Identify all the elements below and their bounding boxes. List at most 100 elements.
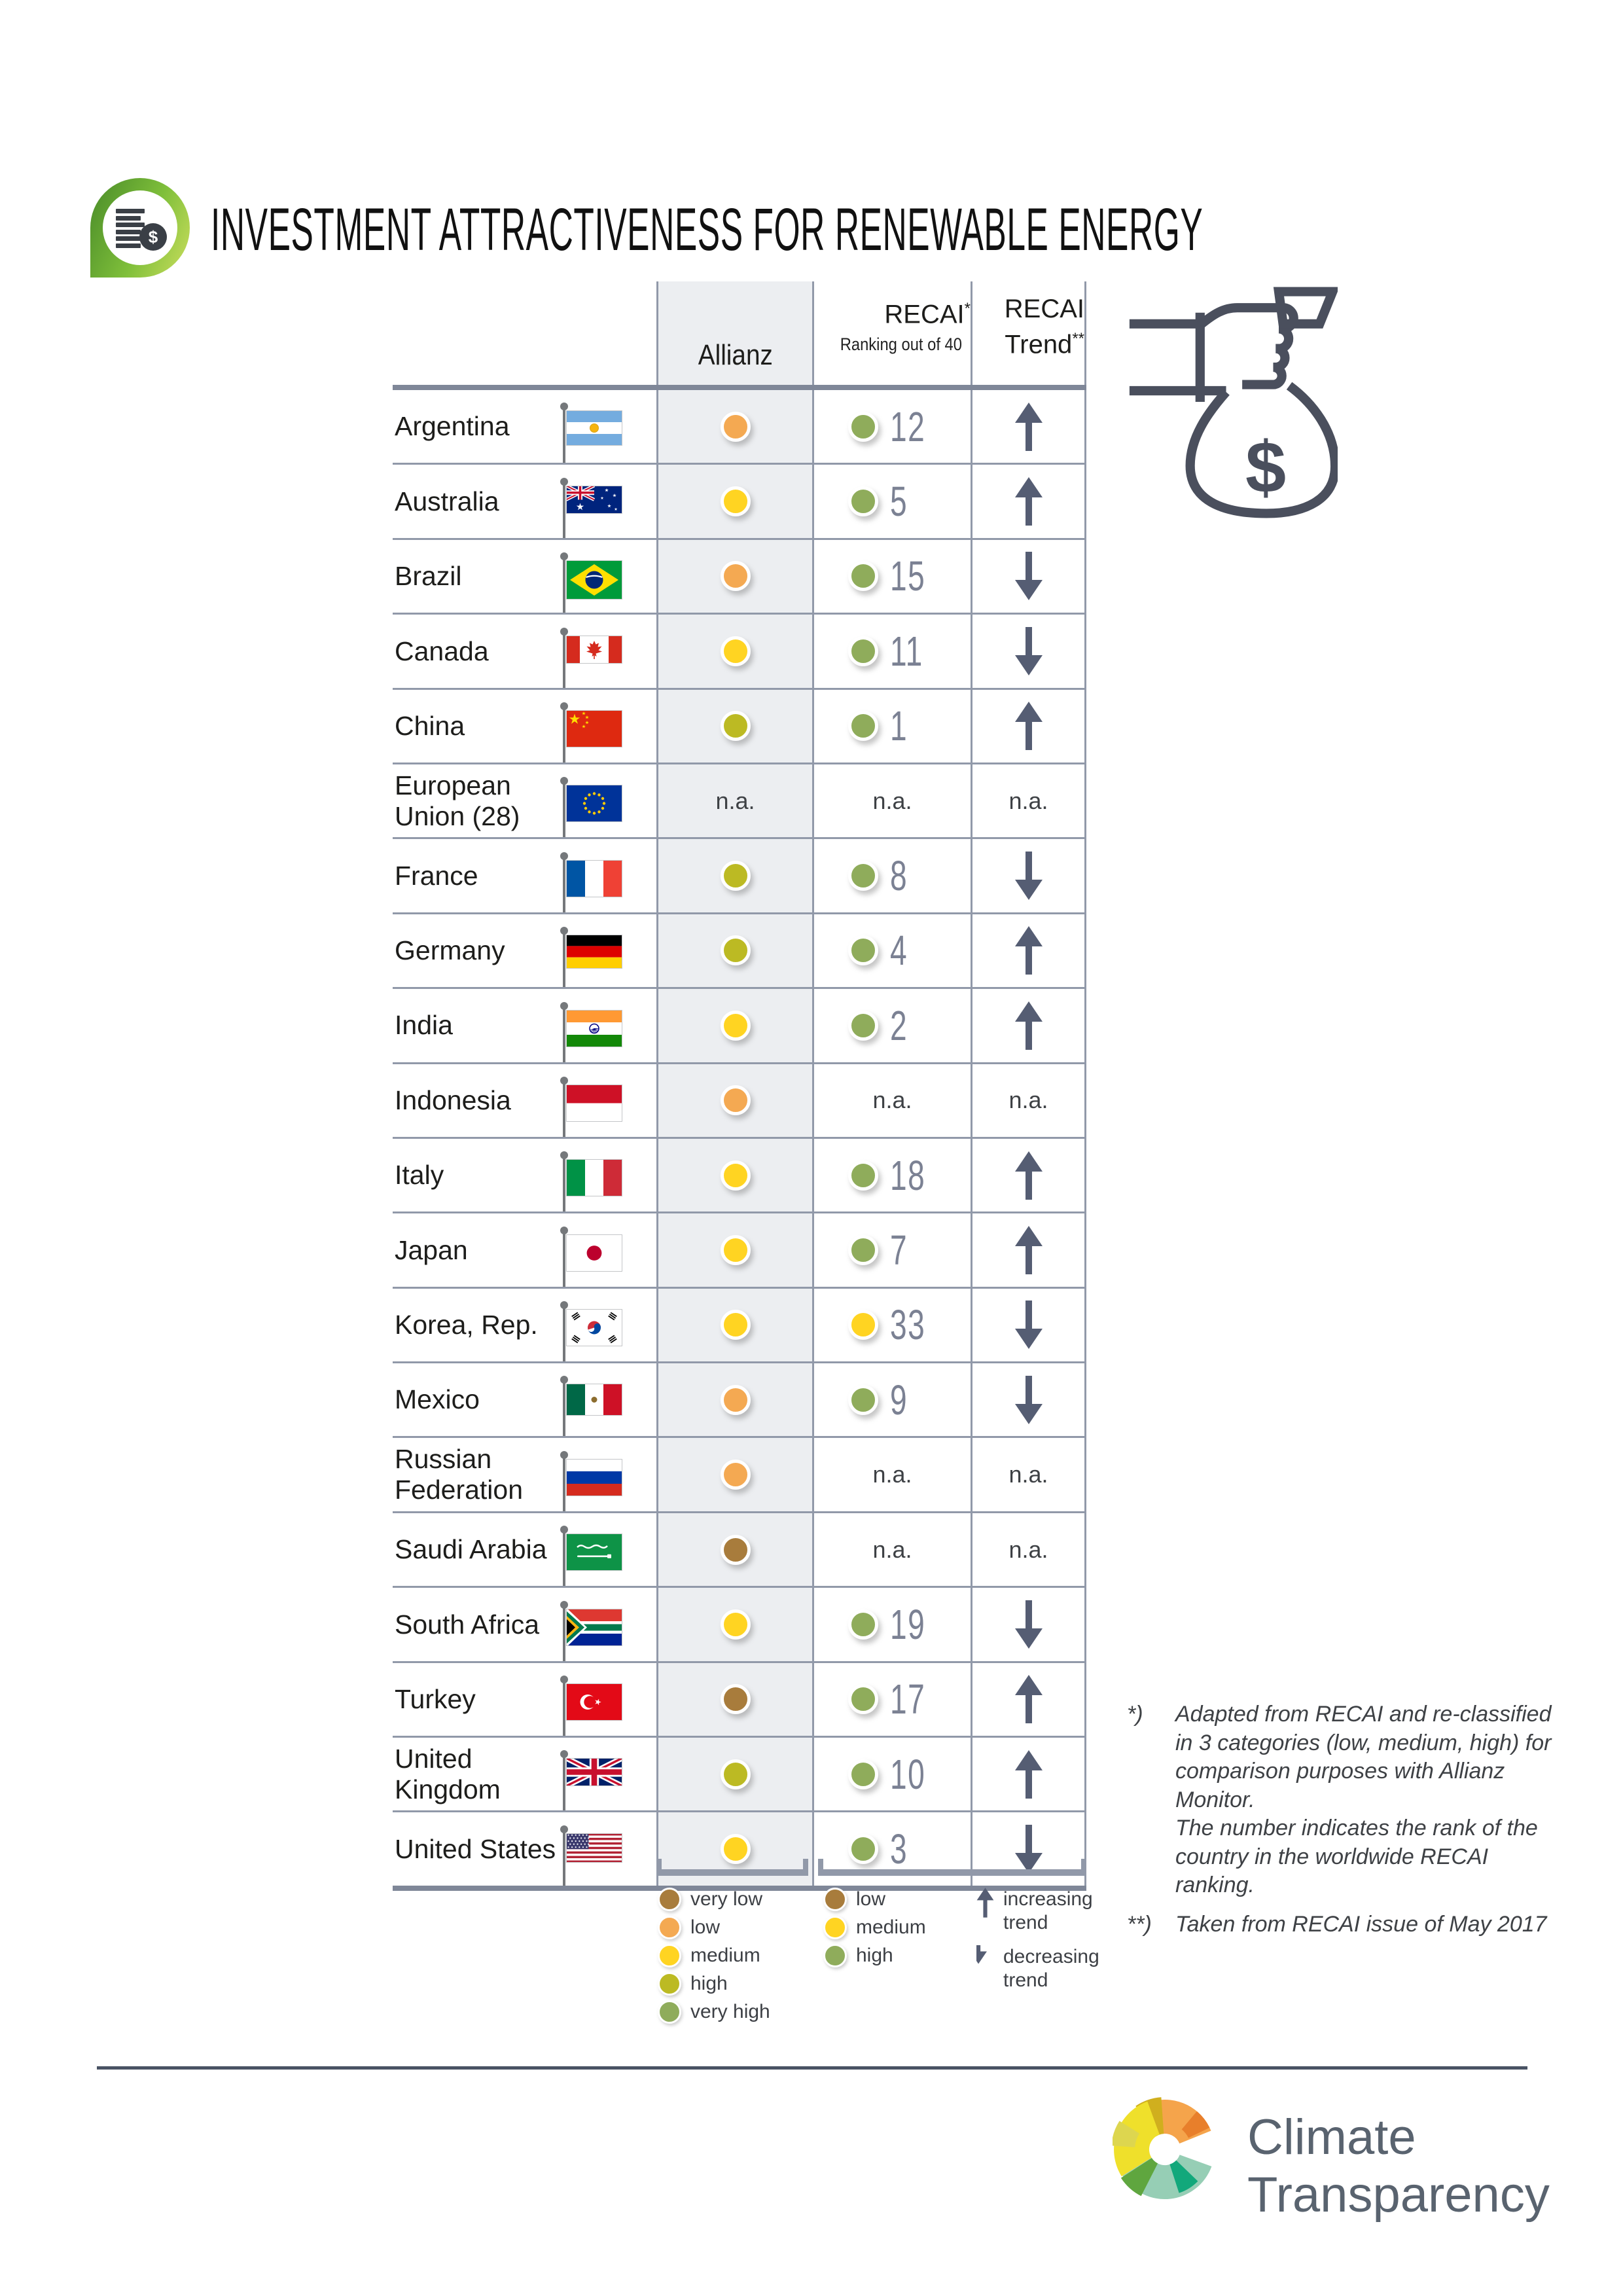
flag-france-icon xyxy=(566,859,622,897)
allianz-cell xyxy=(656,989,812,1062)
recai-rank-value: 3 xyxy=(890,1825,908,1873)
allianz-rating-dot-very_low xyxy=(720,1534,751,1565)
country-cell: Korea, Rep. xyxy=(393,1289,656,1362)
recai-rank-value: 4 xyxy=(890,927,908,975)
legend-item-increasing-trend: increasing trend xyxy=(976,1888,1108,1935)
recai-cell: n.a. xyxy=(812,764,971,838)
trend-cell xyxy=(971,1588,1086,1661)
flagpole-knob xyxy=(560,777,568,785)
recai-rating-dot-high xyxy=(848,1759,878,1789)
flagpole-knob xyxy=(560,702,568,710)
country-label: European Union (28) xyxy=(395,770,520,831)
climate-transparency-logo-text: Climate Transparency xyxy=(1247,2109,1550,2224)
allianz-cell xyxy=(656,1363,812,1437)
country-label: Russian Federation xyxy=(395,1444,524,1505)
table-row-japan: Japan 7 xyxy=(393,1211,1086,1287)
legend-item-decreasing-trend: decreasing trend xyxy=(970,1934,1108,1992)
table-row-european-union-28: European Union (28) n.a. n.a. n.a. xyxy=(393,762,1086,838)
flag-mexico-icon xyxy=(566,1384,622,1416)
country-cell: Brazil xyxy=(393,540,656,613)
legend-dot-high xyxy=(658,1972,681,1996)
country-cell: Australia xyxy=(393,465,656,538)
trend-cell: n.a. xyxy=(971,1513,1086,1587)
allianz-cell xyxy=(656,1064,812,1137)
country-label: Saudi Arabia xyxy=(395,1534,547,1565)
svg-text:$: $ xyxy=(1245,426,1286,508)
flag-india-icon xyxy=(566,1009,622,1047)
flag-saudiarabia-icon xyxy=(566,1534,622,1571)
flagpole xyxy=(563,929,565,988)
page-title: INVESTMENT ATTRACTIVENESS FOR RENEWABLE … xyxy=(211,196,1204,263)
country-label: Brazil xyxy=(395,561,462,592)
trend-cell xyxy=(971,465,1086,538)
allianz-rating-dot-medium xyxy=(720,486,751,517)
trend-cell xyxy=(971,1738,1086,1811)
recai-cell: n.a. xyxy=(812,1064,971,1137)
flagpole-knob xyxy=(560,927,568,935)
legend-label: low xyxy=(690,1916,721,1938)
flagpole-knob xyxy=(560,1001,568,1010)
flag-turkey-icon xyxy=(566,1683,622,1721)
recai-rank-value: 18 xyxy=(890,1151,926,1199)
flag-assembly xyxy=(560,1526,627,1587)
table-row-canada: Canada 11 xyxy=(393,613,1086,688)
legend-item-medium: medium xyxy=(823,1916,926,1939)
allianz-rating-dot-low xyxy=(720,1085,751,1116)
legend-label: increasing trend xyxy=(1003,1888,1093,1933)
recai-rating-dot-high xyxy=(848,411,878,442)
coin-bar xyxy=(116,229,141,234)
allianz-rating-dot-medium xyxy=(720,636,751,666)
allianz-rating-dot-high xyxy=(720,711,751,742)
allianz-cell xyxy=(656,1288,812,1362)
allianz-cell xyxy=(656,689,812,762)
flagpole-knob xyxy=(560,1151,568,1160)
recai-rating-dot-high xyxy=(848,1234,878,1265)
table-row-brazil: Brazil 15 xyxy=(393,537,1086,613)
trend-cell: n.a. xyxy=(971,1064,1086,1137)
legend-dot-very_low xyxy=(658,1888,681,1911)
allianz-cell xyxy=(656,914,812,988)
allianz-rating-dot-medium xyxy=(720,1160,751,1191)
footnote-2-mark: **) xyxy=(1127,1911,1152,1937)
trend-up-icon xyxy=(1014,402,1043,451)
table-row-germany: Germany 4 xyxy=(393,912,1086,988)
country-cell: Indonesia xyxy=(393,1064,656,1137)
recai-rank-value: 2 xyxy=(890,1001,908,1049)
flagpole-knob xyxy=(560,552,568,561)
flagpole-knob xyxy=(560,1301,568,1310)
recai-rating-dot-high xyxy=(848,711,878,742)
flagpole-knob xyxy=(560,1526,568,1534)
flagpole xyxy=(563,1678,565,1736)
flagpole-knob xyxy=(560,1750,568,1759)
flag-assembly xyxy=(560,852,627,912)
footnote-line: The number indicates the rank of the xyxy=(1175,1816,1538,1840)
allianz-rating-dot-very_low xyxy=(720,1684,751,1715)
recai-cell: 10 xyxy=(812,1738,971,1811)
legend-item-high: high xyxy=(658,1972,728,1996)
footnote-line: country in the worldwide RECAI ranking. xyxy=(1175,1844,1489,1898)
trend-up-icon xyxy=(1014,1225,1043,1274)
flag-assembly xyxy=(560,777,627,838)
header-trend-label-1: RECAI xyxy=(1004,294,1084,323)
trend-cell: n.a. xyxy=(971,1438,1086,1511)
legend-dot-very_high xyxy=(658,2000,681,2024)
allianz-rating-dot-medium xyxy=(720,1234,751,1265)
table-row-united-kingdom: United Kingdom 10 xyxy=(393,1736,1086,1811)
flagpole xyxy=(563,555,565,613)
trend-up-icon xyxy=(1014,477,1043,526)
table-row-south-africa: South Africa 19 xyxy=(393,1586,1086,1661)
flagpole xyxy=(563,1753,565,1811)
recai-rating-dot-high xyxy=(848,636,878,666)
footnote-line: in 3 categories (low, medium, high) for xyxy=(1175,1730,1552,1755)
attractiveness-table: Allianz RECAI* Ranking out of 40 RECAI T… xyxy=(393,281,1086,1891)
flag-assembly xyxy=(560,477,627,538)
flag-canada-icon xyxy=(566,635,622,664)
trend-cell xyxy=(971,914,1086,988)
flagpole xyxy=(563,1304,565,1362)
table-row-france: France 8 xyxy=(393,837,1086,912)
na-label: n.a. xyxy=(1008,1535,1048,1563)
country-label: Australia xyxy=(395,486,499,516)
flag-assembly xyxy=(560,1676,627,1736)
footnote-1: *) Adapted from RECAI and re-classified i… xyxy=(1127,1700,1559,1900)
